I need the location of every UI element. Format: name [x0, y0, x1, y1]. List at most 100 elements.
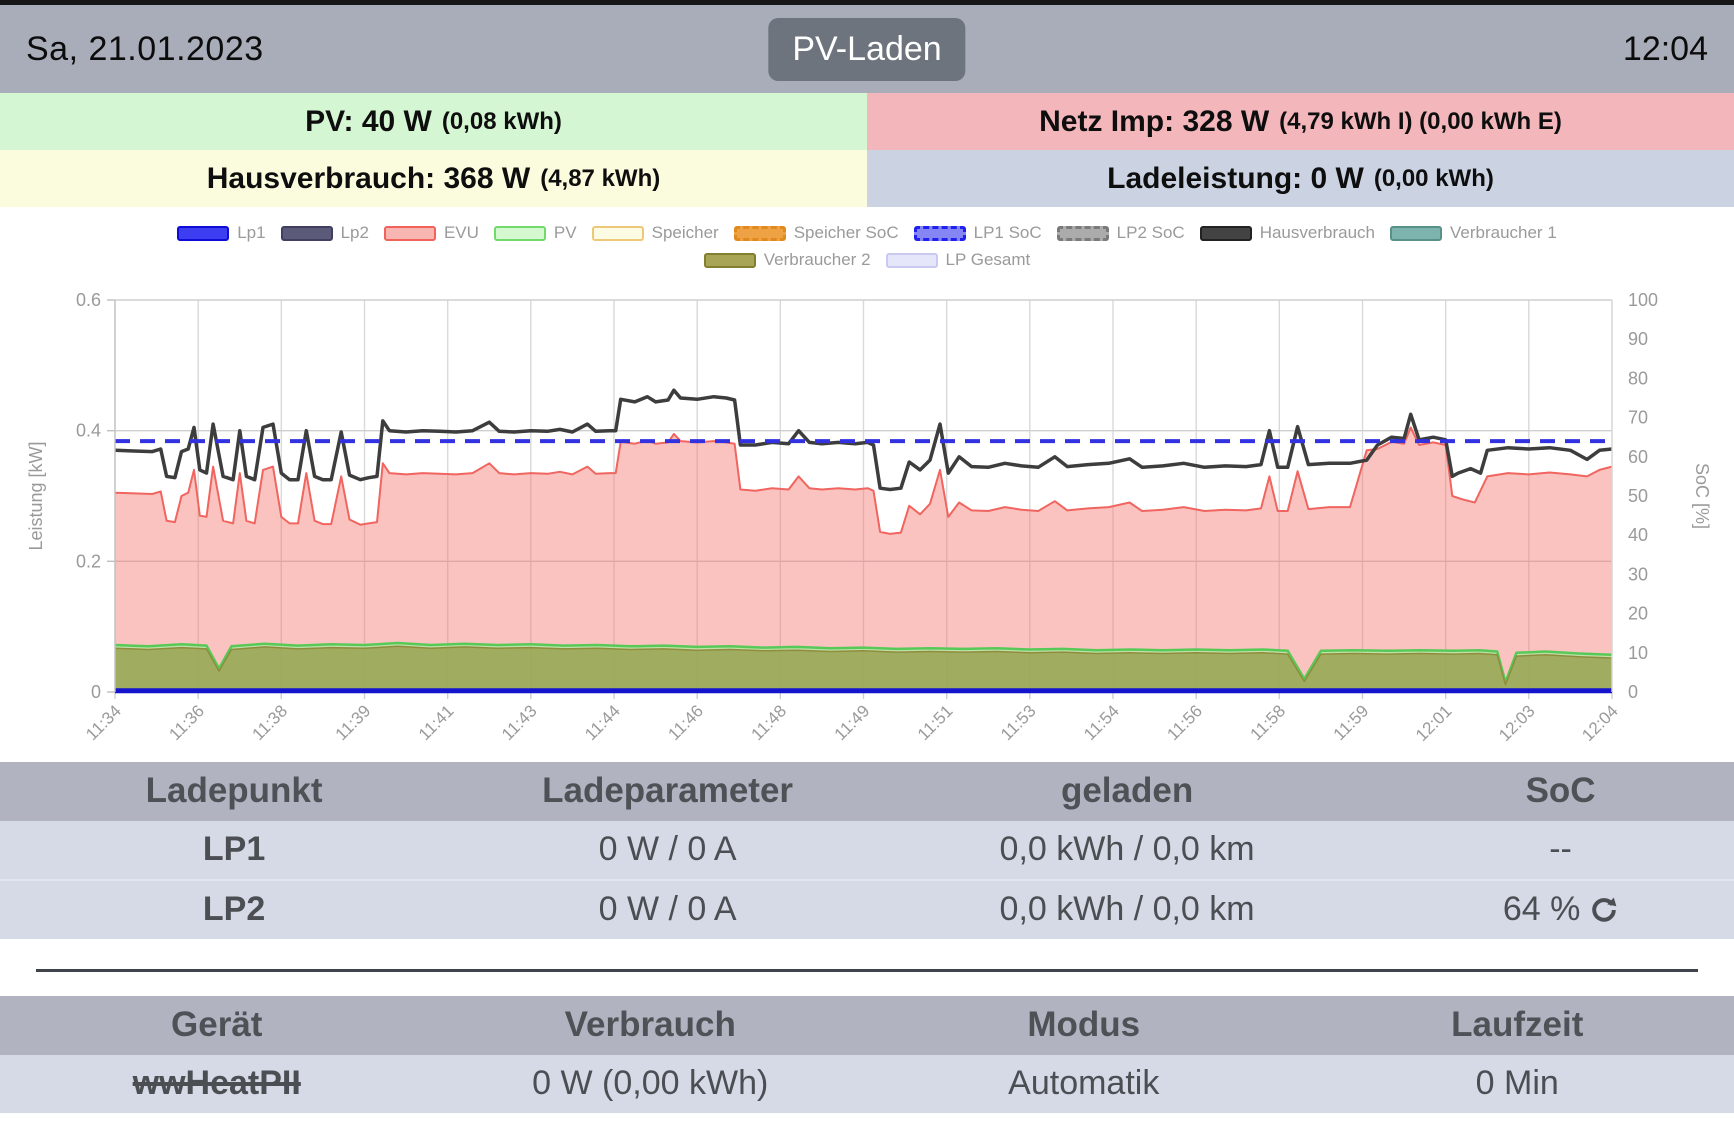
legend-swatch-icon — [733, 225, 786, 241]
device-name[interactable]: wwHeatPII — [132, 1064, 301, 1102]
lp2-name[interactable]: LP2 — [202, 890, 266, 928]
grid-energy: (4,79 kWh I) (0,00 kWh E) — [1279, 107, 1562, 135]
svg-text:11:56: 11:56 — [1163, 701, 1206, 744]
pv-value: PV: 40 W — [305, 104, 432, 138]
legend-swatch-icon — [383, 225, 436, 241]
power-soc-chart: 11:34 11:36 11:38 11:39 11:41 11:43 11:44 11:46… — [0, 277, 1734, 762]
lp1-soc: -- — [1549, 830, 1572, 868]
lp2-params: 0 W / 0 A — [598, 890, 737, 928]
svg-text:11:38: 11:38 — [249, 701, 292, 744]
lp2-soc-value: 64 % — [1502, 890, 1581, 928]
col-ladepunkt: Ladepunkt — [145, 771, 323, 810]
svg-text:20: 20 — [1628, 604, 1648, 624]
legend-swatch-icon — [280, 225, 333, 241]
svg-text:11:48: 11:48 — [748, 701, 791, 744]
house-value: Hausverbrauch: 368 W — [206, 161, 531, 195]
soc-refresh-icon[interactable] — [1590, 896, 1618, 924]
chart-legend: Lp1 Lp2 EVU PV Speicher Speicher SoC LP1 SoC LP… — [0, 207, 1734, 270]
svg-text:11:41: 11:41 — [415, 701, 458, 744]
svg-text:12:03: 12:03 — [1495, 701, 1539, 745]
legend-item-lp2[interactable]: Lp2 — [280, 223, 369, 243]
legend-item-evu[interactable]: EVU — [383, 223, 479, 243]
grid-value: Netz Imp: 328 W — [1039, 104, 1270, 138]
col-verbrauch: Verbrauch — [564, 1005, 736, 1044]
legend-swatch-icon — [1389, 225, 1442, 241]
charge-table-header: Ladepunkt Ladeparameter geladen SoC — [0, 762, 1734, 821]
device-consumption: 0 W (0,00 kWh) — [532, 1064, 769, 1102]
charge-energy: (0,00 kWh) — [1373, 164, 1494, 192]
table-row-device: wwHeatPII 0 W (0,00 kWh) Automatik 0 Min — [0, 1055, 1734, 1113]
svg-text:10: 10 — [1628, 643, 1648, 663]
table-row-lp1: LP1 0 W / 0 A 0,0 kWh / 0,0 km -- — [0, 821, 1734, 879]
legend-item-hausverbrauch[interactable]: Hausverbrauch — [1199, 223, 1375, 243]
col-ladeparameter: Ladeparameter — [542, 771, 794, 810]
legend-item-pv[interactable]: PV — [493, 223, 577, 243]
svg-text:70: 70 — [1628, 408, 1648, 428]
svg-text:90: 90 — [1628, 329, 1648, 349]
legend-label: LP2 SoC — [1116, 223, 1185, 242]
svg-text:11:34: 11:34 — [82, 701, 125, 744]
legend-row: Lp1 Lp2 EVU PV Speicher Speicher SoC LP1 SoC LP… — [0, 223, 1734, 243]
legend-item-lp-gesamt[interactable]: LP Gesamt — [885, 250, 1030, 270]
section-divider — [36, 969, 1698, 972]
col-soc: SoC — [1525, 771, 1596, 810]
svg-text:Leistung [kW]: Leistung [kW] — [26, 441, 46, 550]
lp1-name[interactable]: LP1 — [202, 830, 266, 868]
device-runtime: 0 Min — [1475, 1064, 1559, 1102]
device-table-header: Gerät Verbrauch Modus Laufzeit — [0, 996, 1734, 1055]
date-label: Sa, 21.01.2023 — [26, 29, 264, 68]
legend-label: PV — [553, 223, 577, 242]
legend-item-lp1[interactable]: Lp1 — [177, 223, 266, 243]
svg-text:11:44: 11:44 — [581, 701, 624, 744]
col-geladen: geladen — [1060, 771, 1194, 810]
legend-item-verbraucher-2[interactable]: Verbraucher 2 — [703, 250, 871, 270]
legend-label: LP1 SoC — [973, 223, 1042, 242]
svg-text:80: 80 — [1628, 368, 1648, 388]
devices-table: Gerät Verbrauch Modus Laufzeit wwHeatPII… — [0, 996, 1734, 1113]
pv-energy: (0,08 kWh) — [441, 107, 562, 135]
legend-item-verbraucher-1[interactable]: Verbraucher 1 — [1389, 223, 1557, 243]
legend-item-speicher-soc[interactable]: Speicher SoC — [733, 223, 899, 243]
legend-label: Verbraucher 1 — [1449, 223, 1557, 242]
charge-value: Ladeleistung: 0 W — [1107, 161, 1364, 195]
house-energy: (4,87 kWh) — [540, 164, 661, 192]
svg-text:11:39: 11:39 — [332, 701, 375, 744]
svg-text:0.6: 0.6 — [76, 290, 101, 310]
window-top-strip — [0, 0, 1734, 5]
svg-text:0.2: 0.2 — [76, 551, 101, 571]
svg-text:60: 60 — [1628, 447, 1648, 467]
grid-status-cell: Netz Imp: 328 W (4,79 kWh I) (0,00 kWh E… — [867, 93, 1734, 150]
svg-text:0: 0 — [91, 682, 101, 702]
svg-text:11:36: 11:36 — [165, 701, 208, 744]
charge-points-table: Ladepunkt Ladeparameter geladen SoC LP1 … — [0, 762, 1734, 939]
legend-swatch-icon — [493, 225, 546, 241]
legend-label: EVU — [443, 223, 479, 242]
charge-mode-button[interactable]: PV-Laden — [768, 17, 966, 81]
svg-text:11:43: 11:43 — [498, 701, 541, 744]
legend-item-lp1-soc[interactable]: LP1 SoC — [913, 223, 1042, 243]
titlebar: Sa, 21.01.2023 PV-Laden 12:04 — [0, 5, 1734, 93]
legend-label: Speicher SoC — [793, 223, 899, 242]
power-chart-svg: 11:34 11:36 11:38 11:39 11:41 11:43 11:44 11:46… — [26, 290, 1712, 745]
lp2-soc: 64 % — [1387, 881, 1734, 939]
svg-text:11:49: 11:49 — [831, 701, 874, 744]
legend-item-speicher[interactable]: Speicher — [591, 223, 719, 243]
legend-label: Speicher — [651, 223, 719, 242]
svg-text:11:59: 11:59 — [1330, 701, 1373, 744]
legend-label: Lp1 — [237, 223, 266, 242]
device-mode: Automatik — [1008, 1064, 1160, 1102]
svg-text:40: 40 — [1628, 525, 1648, 545]
legend-row: Verbraucher 2 LP Gesamt — [0, 250, 1734, 270]
lp1-charged: 0,0 kWh / 0,0 km — [999, 830, 1255, 868]
pv-status-cell: PV: 40 W (0,08 kWh) — [0, 93, 867, 150]
svg-text:50: 50 — [1628, 486, 1648, 506]
svg-text:12:01: 12:01 — [1412, 701, 1456, 745]
legend-swatch-icon — [591, 225, 644, 241]
legend-swatch-icon — [703, 252, 756, 268]
svg-text:11:53: 11:53 — [997, 701, 1040, 744]
legend-item-lp2-soc[interactable]: LP2 SoC — [1056, 223, 1185, 243]
legend-swatch-icon — [177, 225, 230, 241]
lp2-charged: 0,0 kWh / 0,0 km — [999, 890, 1255, 928]
legend-label: Hausverbrauch — [1259, 223, 1375, 242]
legend-label: Lp2 — [340, 223, 369, 242]
